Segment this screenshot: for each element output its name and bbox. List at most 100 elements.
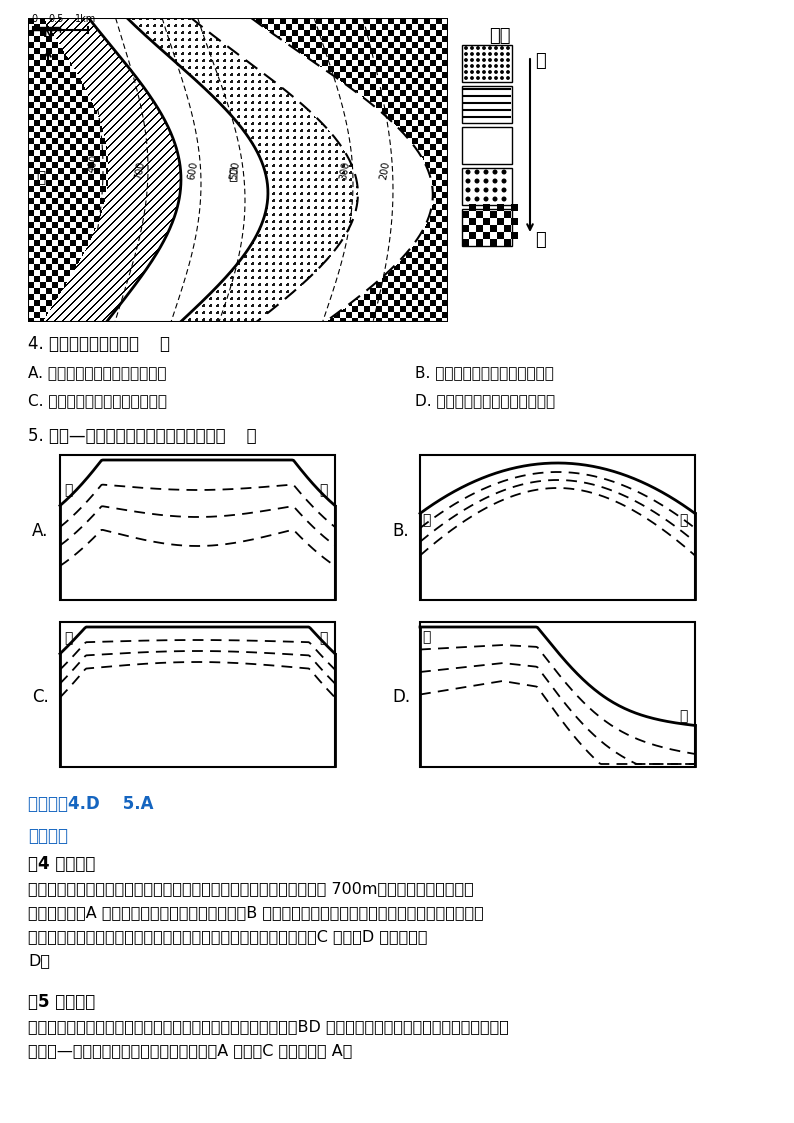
Circle shape xyxy=(495,65,497,67)
Text: 1km: 1km xyxy=(75,13,97,24)
Text: 说明甲—乙间是向斜，向斜岩层向下弯曲，A 正确，C 错误。故选 A。: 说明甲—乙间是向斜，向斜岩层向下弯曲，A 正确，C 错误。故选 A。 xyxy=(28,1043,353,1058)
Circle shape xyxy=(477,53,480,55)
Text: 由等高线数値分布规律可知，甲乙两端较甲乙中间处海拔较低，BD 错误；甲乙处岩层较新，中间的岩层最新，: 由等高线数値分布规律可知，甲乙两端较甲乙中间处海拔较低，BD 错误；甲乙处岩层较… xyxy=(28,1019,509,1034)
Bar xyxy=(420,455,695,600)
Text: D. 向斜槽部岩石不易被侵蛈而成: D. 向斜槽部岩石不易被侵蛈而成 xyxy=(415,393,555,408)
Circle shape xyxy=(483,71,485,73)
Circle shape xyxy=(489,58,491,61)
Circle shape xyxy=(489,71,491,73)
Bar xyxy=(462,209,512,246)
Text: 乙: 乙 xyxy=(319,483,327,497)
Bar xyxy=(476,211,483,218)
Text: 【5 题详解】: 【5 题详解】 xyxy=(28,993,95,1011)
Circle shape xyxy=(464,76,467,80)
Bar xyxy=(462,45,512,82)
Circle shape xyxy=(466,171,470,174)
Bar xyxy=(469,232,476,239)
Bar xyxy=(511,204,518,211)
Circle shape xyxy=(477,76,480,80)
Text: C. 背斜轴部的岩石上拱隆起成山: C. 背斜轴部的岩石上拱隆起成山 xyxy=(28,393,167,408)
Bar xyxy=(483,232,490,239)
Circle shape xyxy=(483,53,485,55)
Circle shape xyxy=(493,198,497,201)
Text: B. 两断层间岩块上升形成地垒山: B. 两断层间岩块上升形成地垒山 xyxy=(415,365,554,380)
Bar xyxy=(462,168,512,206)
Text: 乙: 乙 xyxy=(228,167,237,182)
Bar xyxy=(60,622,335,767)
Bar xyxy=(469,204,476,211)
Bar xyxy=(476,239,483,246)
Bar xyxy=(490,211,497,218)
Circle shape xyxy=(477,65,480,67)
Circle shape xyxy=(475,189,479,192)
Circle shape xyxy=(477,47,480,49)
Text: 4. 图中山地的成因是（    ）: 4. 图中山地的成因是（ ） xyxy=(28,335,170,353)
Text: B.: B. xyxy=(392,521,409,539)
Circle shape xyxy=(483,65,485,67)
Text: 甲: 甲 xyxy=(422,630,430,643)
Text: 500: 500 xyxy=(229,161,241,181)
Bar xyxy=(511,232,518,239)
Circle shape xyxy=(464,65,467,67)
Text: 400: 400 xyxy=(87,154,99,173)
Text: 新: 新 xyxy=(535,52,545,70)
Circle shape xyxy=(483,58,485,61)
Text: 甲: 甲 xyxy=(36,171,45,185)
Circle shape xyxy=(464,71,467,73)
Text: 甲: 甲 xyxy=(64,483,72,497)
Circle shape xyxy=(493,180,497,183)
Text: D.: D. xyxy=(392,688,410,706)
Text: 0: 0 xyxy=(31,13,37,24)
Bar xyxy=(462,86,512,124)
Text: 乙: 乙 xyxy=(319,631,327,645)
Bar xyxy=(462,211,469,218)
Text: 5. 与甲—乙间地形地质剖面图相符的是（    ）: 5. 与甲—乙间地形地质剖面图相符的是（ ） xyxy=(28,427,256,445)
Bar xyxy=(60,455,335,600)
Circle shape xyxy=(501,76,503,80)
Circle shape xyxy=(471,71,473,73)
Bar xyxy=(420,622,695,767)
Text: 岩层: 岩层 xyxy=(489,27,511,45)
Circle shape xyxy=(471,47,473,49)
Circle shape xyxy=(493,189,497,192)
Bar xyxy=(504,225,511,232)
Circle shape xyxy=(507,58,509,61)
Circle shape xyxy=(484,171,488,174)
Circle shape xyxy=(484,180,488,183)
Text: 【4 题详解】: 【4 题详解】 xyxy=(28,855,95,873)
Circle shape xyxy=(495,71,497,73)
Bar xyxy=(469,218,476,225)
Bar xyxy=(497,218,504,225)
Bar xyxy=(504,239,511,246)
Bar xyxy=(462,225,469,232)
Circle shape xyxy=(475,171,479,174)
Circle shape xyxy=(507,71,509,73)
Circle shape xyxy=(501,58,503,61)
Circle shape xyxy=(502,198,506,201)
Bar xyxy=(504,211,511,218)
Bar xyxy=(497,232,504,239)
Circle shape xyxy=(489,76,491,80)
Circle shape xyxy=(501,65,503,67)
Bar xyxy=(483,204,490,211)
Circle shape xyxy=(495,58,497,61)
Circle shape xyxy=(495,76,497,80)
Text: 700: 700 xyxy=(133,161,147,181)
Circle shape xyxy=(483,47,485,49)
Circle shape xyxy=(495,53,497,55)
Text: 岩性应一致，A 错误；图中没有关于断层的信息，B 错误；图示山地位于最新的岩层上，两侧岩层较老，: 岩性应一致，A 错误；图中没有关于断层的信息，B 错误；图示山地位于最新的岩层上… xyxy=(28,905,484,920)
Bar xyxy=(490,225,497,232)
Text: A. 岩层软硬不一受差别侵蛈而成: A. 岩层软硬不一受差别侵蛈而成 xyxy=(28,365,167,380)
Circle shape xyxy=(502,171,506,174)
Text: 甲: 甲 xyxy=(64,631,72,645)
Circle shape xyxy=(475,180,479,183)
Bar xyxy=(483,218,490,225)
Text: 老: 老 xyxy=(535,231,545,249)
Circle shape xyxy=(501,53,503,55)
Text: 乙: 乙 xyxy=(679,513,688,528)
Circle shape xyxy=(484,189,488,192)
Circle shape xyxy=(466,189,470,192)
Circle shape xyxy=(477,58,480,61)
Text: 山地一般位于区域海拔最高处，由图可知，图中海拔最高处的海拔大于 700m，位于最新的岩层上，: 山地一般位于区域海拔最高处，由图可知，图中海拔最高处的海拔大于 700m，位于最… xyxy=(28,882,474,896)
Circle shape xyxy=(501,71,503,73)
